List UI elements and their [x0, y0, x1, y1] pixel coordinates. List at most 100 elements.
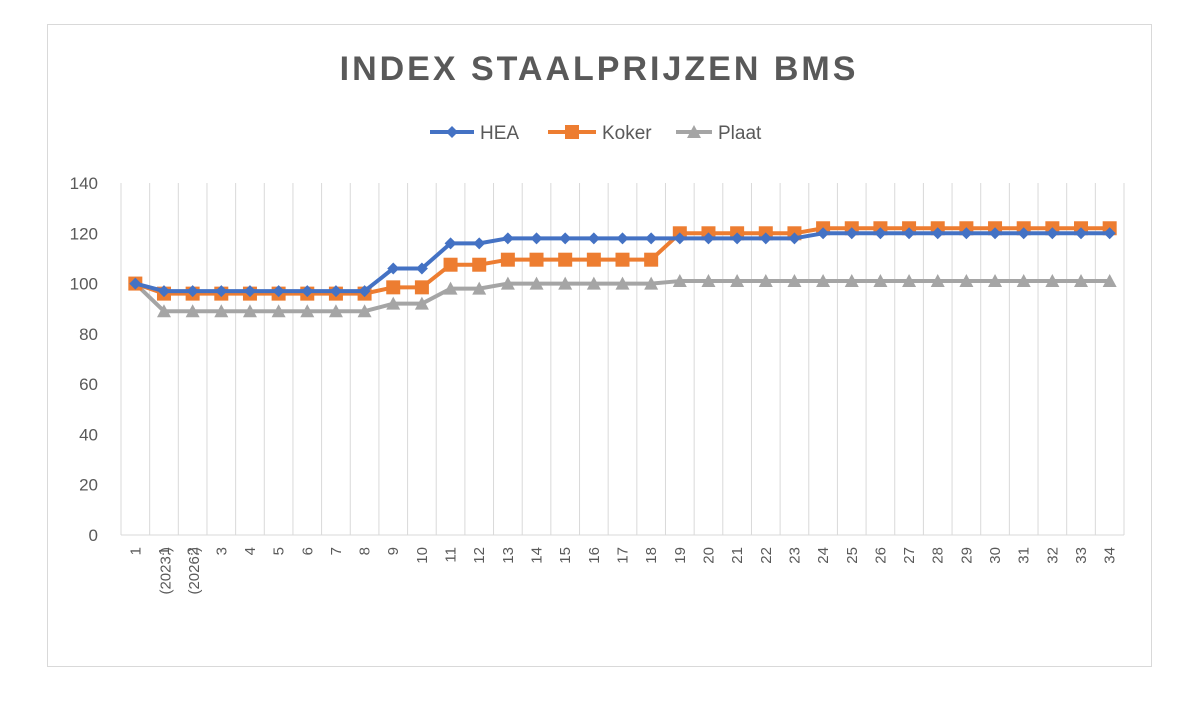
data-point: [644, 276, 659, 290]
y-axis: 0 20 40 60 80 100 120 140: [70, 174, 98, 545]
legend-item-plaat: Plaat: [676, 123, 762, 144]
x-tick-label: 5: [271, 547, 288, 555]
series-group: [128, 221, 1117, 318]
data-point: [386, 280, 401, 295]
legend: HEA Koker Plaat: [430, 123, 762, 144]
data-point: [687, 125, 701, 138]
data-point: [272, 285, 285, 298]
x-tick-text: 6: [299, 547, 316, 555]
x-tick-text: 11: [443, 547, 460, 563]
data-point: [989, 227, 1002, 240]
x-tick-text: 22: [758, 547, 775, 564]
data-point: [758, 274, 773, 288]
x-tick-text: 18: [643, 547, 660, 564]
chart-area: [47, 24, 1152, 667]
x-tick-label: 15: [557, 547, 574, 564]
x-tick-text: 9: [385, 547, 402, 555]
x-tick-label: 20: [700, 547, 717, 564]
data-point: [328, 304, 343, 318]
data-point: [386, 296, 401, 310]
x-tick-label: 4: [242, 547, 259, 555]
x-tick-text: 32: [1044, 547, 1061, 564]
legend-label: Plaat: [718, 123, 762, 144]
data-point: [817, 227, 830, 240]
x-tick-text: 23: [786, 547, 803, 564]
data-point: [615, 276, 630, 290]
x-tick-text: 28: [930, 547, 947, 564]
data-point: [472, 281, 487, 295]
x-tick-text: 1: [127, 547, 144, 555]
data-point: [414, 296, 429, 310]
data-point: [702, 232, 715, 245]
x-tick-label: 16: [586, 547, 603, 564]
x-tick-label: 19: [672, 547, 689, 564]
y-tick-label: 0: [89, 526, 98, 545]
data-point: [156, 304, 171, 318]
data-point: [1016, 274, 1031, 288]
data-point: [186, 285, 199, 298]
data-point: [501, 232, 514, 245]
x-tick-label: 2: [185, 547, 202, 555]
data-point: [529, 276, 544, 290]
x-tick-label: 29: [958, 547, 975, 564]
x-tick-text: 25: [844, 547, 861, 564]
data-point: [873, 274, 888, 288]
x-tick-label: 21: [729, 547, 746, 564]
x-tick-label: 22: [758, 547, 775, 564]
y-tick-label: 120: [70, 224, 98, 243]
data-point: [446, 126, 458, 138]
data-point: [759, 232, 772, 245]
data-point: [644, 252, 659, 267]
x-axis: 1 (2023:)1 (2026:)2 3 4 5 6 7 8 9 10 11 12 13 14 15 16 17…: [121, 534, 1124, 595]
x-tick-text: 33: [1073, 547, 1090, 564]
x-tick-text: 5: [271, 547, 288, 555]
data-point: [616, 232, 629, 245]
legend-label: Koker: [602, 123, 652, 144]
data-point: [473, 237, 486, 250]
x-tick-text: 26: [872, 547, 889, 564]
data-point: [357, 304, 372, 318]
data-point: [243, 285, 256, 298]
x-tick-text: 17: [615, 547, 632, 564]
x-tick-text: 34: [1102, 547, 1119, 564]
y-tick-label: 140: [70, 174, 98, 193]
legend-item-koker: Koker: [548, 123, 652, 144]
data-point: [215, 285, 228, 298]
x-tick-text: 13: [500, 547, 517, 564]
x-tick-label: 14: [529, 547, 546, 564]
data-point: [959, 274, 974, 288]
data-point: [645, 232, 658, 245]
x-tick-label: 26: [872, 547, 889, 564]
data-point: [530, 232, 543, 245]
data-point: [271, 304, 286, 318]
data-point: [874, 227, 887, 240]
data-point: [787, 274, 802, 288]
x-tick-text: (2026:): [186, 547, 203, 595]
data-point: [672, 274, 687, 288]
x-tick-text: 27: [901, 547, 918, 564]
gridlines: [120, 183, 1125, 535]
data-point: [931, 227, 944, 240]
x-tick-label: 6: [299, 547, 316, 555]
x-tick-text: 24: [815, 547, 832, 564]
data-point: [415, 262, 428, 275]
x-tick-label: 7: [328, 547, 345, 555]
y-tick-label: 100: [70, 275, 98, 294]
x-tick-label: 13: [500, 547, 517, 564]
x-tick-label: 23: [786, 547, 803, 564]
x-tick-text: 16: [586, 547, 603, 564]
data-point: [500, 252, 515, 267]
data-point: [444, 237, 457, 250]
x-tick-text: 31: [1016, 547, 1033, 564]
x-tick-text: 14: [529, 547, 546, 564]
data-point: [615, 252, 630, 267]
data-point: [903, 227, 916, 240]
x-tick-label: 31: [1016, 547, 1033, 564]
x-tick-label: 32: [1044, 547, 1061, 564]
x-tick-text: (2023:): [157, 547, 174, 595]
data-point: [185, 304, 200, 318]
x-tick-text: 15: [557, 547, 574, 564]
data-point: [988, 274, 1003, 288]
data-point: [701, 274, 716, 288]
